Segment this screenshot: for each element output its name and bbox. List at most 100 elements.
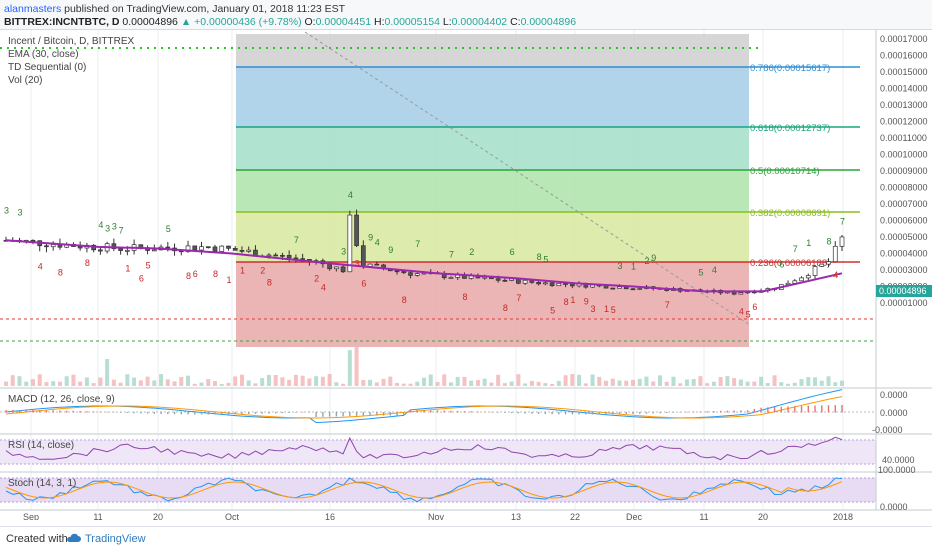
volume-bar	[813, 377, 818, 386]
price-axis-label: 0.00006000	[880, 216, 928, 226]
volume-bar	[772, 375, 777, 386]
td-count: 3	[591, 304, 596, 314]
stoch-pane[interactable]	[0, 477, 876, 503]
tradingview-cloud-icon[interactable]	[66, 531, 82, 545]
volume-bar	[57, 381, 62, 386]
volume-bar	[462, 376, 467, 386]
volume-bar	[354, 346, 359, 386]
macd-histogram-bar	[119, 412, 122, 413]
candle-body	[617, 286, 622, 289]
price-axis-label: 0.00003000	[880, 265, 928, 275]
ema-legend[interactable]: EMA (30, close)	[8, 49, 79, 60]
td-legend[interactable]: TD Sequential (0)	[8, 62, 86, 73]
volume-bar	[428, 374, 433, 386]
volume-bar	[422, 377, 426, 386]
macd-histogram-bar	[483, 411, 486, 413]
candle-body	[334, 266, 339, 270]
chart-area[interactable]: 0.786(0.00015617) 0.618(0.00012737) 0.5(…	[0, 30, 932, 522]
stoch-legend[interactable]: Stoch (14, 3, 1)	[8, 478, 76, 489]
macd-histogram-bar	[632, 412, 634, 414]
candle-body	[111, 243, 117, 249]
macd-histogram-bar	[167, 412, 169, 415]
price-axis-label: 0.00009000	[880, 166, 928, 176]
macd-histogram-bar	[740, 410, 742, 413]
macd-pane[interactable]	[0, 389, 876, 424]
candle-body	[50, 244, 56, 248]
candle-body	[610, 287, 616, 290]
volume-bar	[840, 380, 844, 386]
macd-histogram-bar	[537, 412, 540, 414]
td-count: 4	[98, 220, 103, 230]
publisher-link[interactable]: alanmasters	[4, 3, 62, 15]
macd-histogram-bar	[295, 412, 297, 413]
volume-bar	[509, 381, 514, 386]
td-count: 1	[604, 304, 609, 314]
vol-legend[interactable]: Vol (20)	[8, 75, 42, 86]
macd-histogram-bar	[274, 412, 277, 414]
macd-histogram-bar	[497, 412, 499, 413]
volume-bar	[293, 374, 298, 386]
macd-histogram-bar	[221, 412, 223, 415]
price-axis-label: 0.00017000	[880, 34, 928, 44]
tradingview-brand-link[interactable]: TradingView	[85, 533, 146, 545]
volume-bar	[617, 380, 622, 386]
rsi-pane[interactable]	[0, 436, 876, 465]
macd-histogram-bar	[719, 410, 722, 413]
volume-bar	[536, 381, 541, 386]
td-count: 8	[827, 237, 832, 247]
candle-body	[826, 261, 831, 265]
price-chart[interactable]: 0.786(0.00015617) 0.618(0.00012737) 0.5(…	[0, 30, 932, 522]
macd-histogram-bar	[436, 410, 439, 413]
macd-histogram-bar	[841, 405, 843, 413]
macd-histogram-bar	[45, 410, 48, 413]
td-count: 2	[314, 274, 319, 284]
time-axis-label: Nov	[428, 512, 445, 520]
price-axis-label: 0.00005000	[880, 232, 928, 242]
candle-body	[212, 246, 218, 252]
td-count: 4	[375, 237, 380, 247]
fib-label-0382: 0.382(0.00008691)	[750, 208, 830, 219]
macd-histogram-bar	[605, 412, 607, 415]
trend-line[interactable]	[304, 31, 751, 326]
stoch-axis-top: 100.0000	[878, 465, 916, 475]
volume-bar	[698, 376, 703, 386]
volume-bar	[10, 375, 15, 386]
price-axis-label: 0.00004000	[880, 249, 928, 259]
macd-legend[interactable]: MACD (12, 26, close, 9)	[8, 394, 115, 405]
macd-histogram-bar	[409, 410, 412, 413]
fibonacci-retracement[interactable]: 0.786(0.00015617) 0.618(0.00012737) 0.5(…	[236, 34, 860, 347]
volume-bar	[51, 381, 56, 386]
td-count: 5	[146, 260, 151, 270]
rsi-legend[interactable]: RSI (14, close)	[8, 440, 74, 451]
volume-bar	[455, 376, 460, 386]
volume-bar	[273, 375, 278, 386]
macd-axis-mid: 0.0000	[880, 408, 908, 418]
volume-bar	[179, 377, 184, 386]
volume-bar	[705, 383, 710, 386]
published-text: published on TradingView.com, January 01…	[64, 3, 346, 15]
candle-body	[98, 249, 103, 252]
macd-histogram-bar	[5, 410, 7, 413]
volume-bar	[165, 379, 170, 386]
volume-bar	[529, 380, 534, 386]
last-price-tag-label: 0.00004896	[879, 286, 927, 296]
volume-bar	[516, 374, 521, 386]
volume-bar	[226, 382, 231, 386]
volume-bar	[523, 383, 528, 386]
volume-bar	[159, 374, 164, 386]
macd-histogram-bar	[52, 410, 54, 413]
macd-histogram-bar	[369, 412, 371, 416]
macd-histogram-bar	[92, 411, 95, 413]
time-axis[interactable]: Sep 11 20 Oct 16 Nov 13 22 Dec 11 20 2018	[23, 512, 853, 522]
volume-bar	[732, 378, 737, 386]
candle-body	[495, 278, 501, 281]
ema-line[interactable]	[5, 239, 843, 293]
macd-histogram-bar	[612, 412, 614, 415]
price-axis[interactable]: 0.00017000 0.00016000 0.00015000 0.00014000…	[880, 34, 928, 308]
td-count: 9	[388, 245, 393, 255]
volume-bar	[469, 380, 474, 386]
time-axis-label: Sep	[23, 512, 39, 520]
candle-body	[360, 245, 366, 267]
price-axis-label: 0.00008000	[880, 183, 928, 193]
volume-bar	[307, 378, 312, 386]
